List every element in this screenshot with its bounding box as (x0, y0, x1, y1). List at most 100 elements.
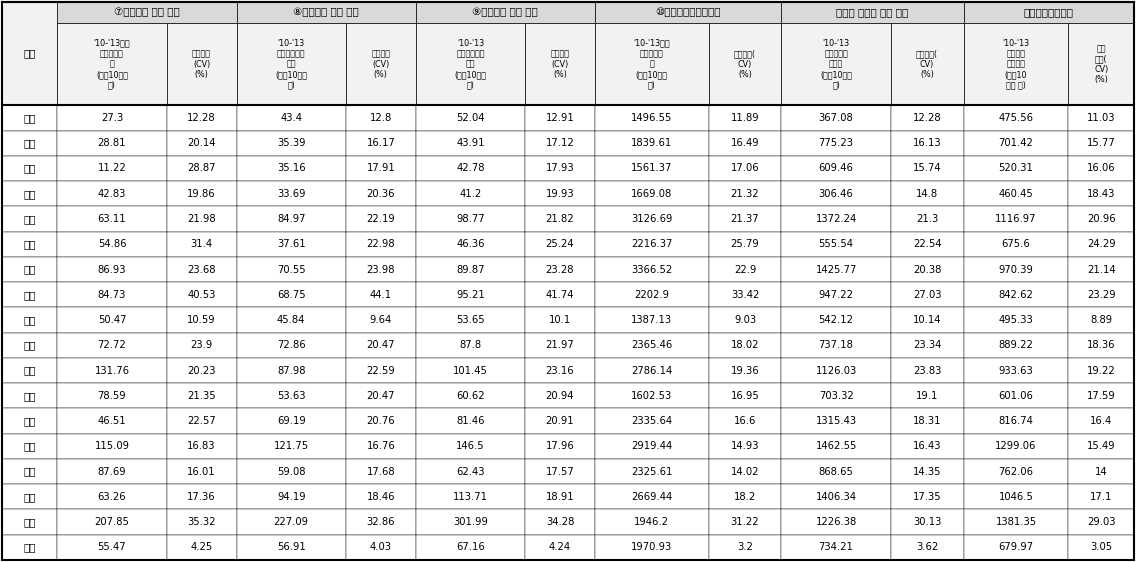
Text: ⑪운수 사고로 인한 손상: ⑪운수 사고로 인한 손상 (836, 7, 909, 17)
Bar (595, 484, 709, 510)
Bar (709, 307, 782, 333)
Text: 121.75: 121.75 (274, 441, 309, 451)
Text: 15.49: 15.49 (1087, 441, 1116, 451)
Bar (782, 105, 891, 130)
Bar (167, 383, 236, 409)
Bar (595, 383, 709, 409)
Bar (236, 232, 345, 257)
Text: 70.55: 70.55 (277, 265, 306, 274)
Bar (236, 307, 345, 333)
Bar (416, 22, 525, 105)
Text: 22.9: 22.9 (734, 265, 757, 274)
Bar (236, 534, 345, 560)
Text: 84.73: 84.73 (98, 290, 126, 300)
Bar (525, 358, 595, 383)
Bar (709, 383, 782, 409)
Bar (167, 307, 236, 333)
Text: '10-'13통합
연령표준화
율
(인구10만명
당): '10-'13통합 연령표준화 율 (인구10만명 당) (93, 39, 131, 89)
Text: 72.72: 72.72 (98, 341, 126, 350)
Text: 21.32: 21.32 (730, 189, 759, 199)
Bar (1069, 156, 1134, 181)
Text: 19.1: 19.1 (916, 391, 938, 401)
Text: 2325.61: 2325.61 (632, 466, 673, 477)
Bar (416, 282, 525, 307)
Text: 63.26: 63.26 (98, 492, 126, 502)
Bar (167, 534, 236, 560)
Bar (1069, 307, 1134, 333)
Text: 울산: 울산 (24, 265, 36, 274)
Bar (709, 156, 782, 181)
Text: 609.46: 609.46 (819, 164, 853, 174)
Bar (416, 510, 525, 534)
Text: 17.12: 17.12 (545, 138, 575, 148)
Text: 52.04: 52.04 (457, 113, 485, 123)
Bar (595, 257, 709, 282)
Bar (236, 181, 345, 206)
Bar (416, 484, 525, 510)
Bar (963, 181, 1069, 206)
Bar (167, 105, 236, 130)
Bar (1069, 257, 1134, 282)
Bar (2, 307, 57, 333)
Bar (595, 358, 709, 383)
Bar (782, 358, 891, 383)
Bar (595, 434, 709, 459)
Bar (782, 2, 963, 22)
Text: 16.6: 16.6 (734, 416, 757, 426)
Text: 1381.35: 1381.35 (995, 517, 1036, 527)
Text: 20.23: 20.23 (187, 365, 216, 375)
Text: 20.96: 20.96 (1087, 214, 1116, 224)
Text: 20.76: 20.76 (367, 416, 395, 426)
Bar (345, 459, 416, 484)
Bar (891, 510, 963, 534)
Text: 인천: 인천 (24, 189, 36, 199)
Bar (345, 534, 416, 560)
Text: 4.03: 4.03 (370, 542, 392, 552)
Text: 전북: 전북 (24, 416, 36, 426)
Bar (57, 409, 167, 434)
Text: 10.1: 10.1 (549, 315, 571, 325)
Bar (525, 484, 595, 510)
Bar (2, 358, 57, 383)
Text: 1946.2: 1946.2 (634, 517, 669, 527)
Bar (963, 358, 1069, 383)
Text: 29.03: 29.03 (1087, 517, 1116, 527)
Text: 11.89: 11.89 (730, 113, 759, 123)
Text: 경남: 경남 (24, 492, 36, 502)
Text: 변동계수
(CV)
(%): 변동계수 (CV) (%) (551, 49, 569, 79)
Bar (167, 282, 236, 307)
Bar (345, 383, 416, 409)
Bar (167, 333, 236, 358)
Bar (2, 257, 57, 282)
Text: 변동
계수(
CV)
(%): 변동 계수( CV) (%) (1094, 44, 1109, 84)
Text: 53.65: 53.65 (456, 315, 485, 325)
Text: 16.83: 16.83 (187, 441, 216, 451)
Text: 72.86: 72.86 (277, 341, 306, 350)
Text: 21.37: 21.37 (730, 214, 759, 224)
Bar (782, 510, 891, 534)
Bar (525, 434, 595, 459)
Text: 22.19: 22.19 (367, 214, 395, 224)
Bar (345, 282, 416, 307)
Text: 84.97: 84.97 (277, 214, 306, 224)
Text: 2335.64: 2335.64 (632, 416, 673, 426)
Bar (782, 22, 891, 105)
Text: 78.59: 78.59 (98, 391, 126, 401)
Text: 18.02: 18.02 (730, 341, 759, 350)
Bar (57, 130, 167, 156)
Bar (709, 484, 782, 510)
Text: 4.25: 4.25 (191, 542, 212, 552)
Text: 31.4: 31.4 (191, 239, 212, 250)
Text: 306.46: 306.46 (819, 189, 853, 199)
Bar (525, 105, 595, 130)
Text: 19.93: 19.93 (545, 189, 575, 199)
Bar (891, 307, 963, 333)
Bar (57, 22, 167, 105)
Bar (416, 434, 525, 459)
Bar (2, 333, 57, 358)
Bar (525, 307, 595, 333)
Text: 1126.03: 1126.03 (816, 365, 857, 375)
Bar (1069, 459, 1134, 484)
Bar (2, 156, 57, 181)
Text: 15.77: 15.77 (1087, 138, 1116, 148)
